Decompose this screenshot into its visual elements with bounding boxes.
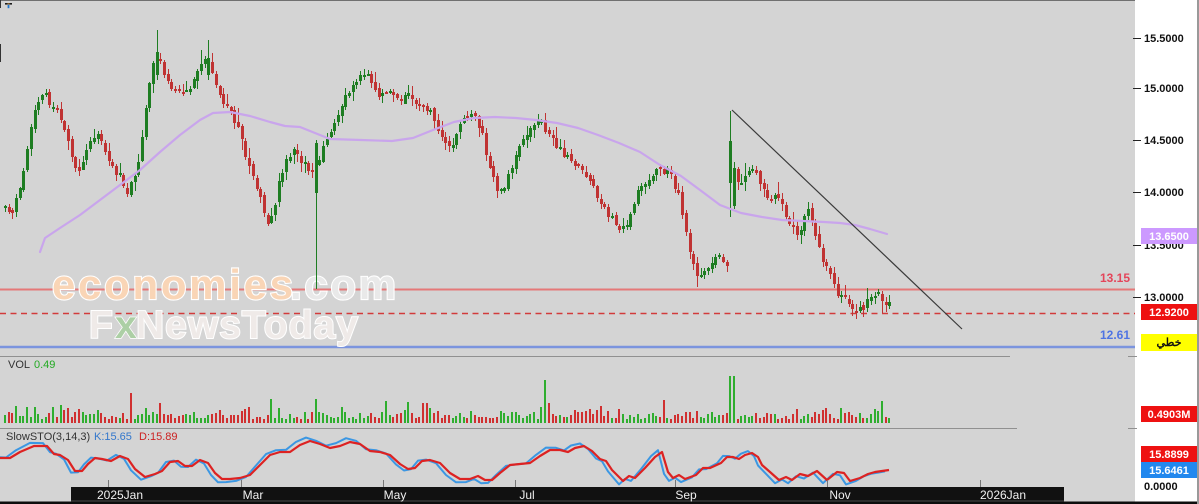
svg-text:K:15.65: K:15.65 — [94, 431, 132, 443]
svg-text:SlowSTO(3,14,3): SlowSTO(3,14,3) — [6, 431, 90, 443]
svg-text:economies: economies — [52, 261, 296, 308]
svg-text:0.0000: 0.0000 — [1144, 481, 1178, 493]
svg-text:Mar: Mar — [243, 488, 264, 502]
svg-text:D:15.89: D:15.89 — [139, 431, 178, 443]
svg-text:14.5000: 14.5000 — [1144, 135, 1184, 147]
svg-text:F: F — [89, 304, 114, 347]
svg-text:14.0000: 14.0000 — [1144, 187, 1184, 199]
svg-text:13.6500: 13.6500 — [1149, 231, 1189, 243]
svg-text:13.0000: 13.0000 — [1144, 292, 1184, 304]
svg-text:12.9200: 12.9200 — [1149, 307, 1189, 319]
svg-text:2026Jan: 2026Jan — [980, 488, 1026, 502]
svg-text:13.15: 13.15 — [1100, 271, 1130, 285]
svg-text:0.49: 0.49 — [34, 359, 55, 371]
svg-text:15.5000: 15.5000 — [1144, 33, 1184, 45]
svg-text:VOL: VOL — [8, 359, 30, 371]
svg-text:Sep: Sep — [675, 488, 697, 502]
svg-text:NewsToday: NewsToday — [136, 304, 359, 347]
svg-text:.com: .com — [290, 261, 399, 308]
svg-text:2025Jan: 2025Jan — [97, 488, 143, 502]
svg-text:15.6461: 15.6461 — [1149, 465, 1189, 477]
svg-text:خطي: خطي — [1157, 337, 1182, 350]
svg-text:Jul: Jul — [519, 488, 534, 502]
svg-text:May: May — [384, 488, 407, 502]
svg-text:x: x — [115, 304, 137, 347]
svg-text:0.4903M: 0.4903M — [1148, 409, 1191, 421]
svg-text:12.61: 12.61 — [1100, 328, 1130, 342]
svg-text:15.0000: 15.0000 — [1144, 83, 1184, 95]
svg-text:15.8899: 15.8899 — [1149, 449, 1189, 461]
svg-text:Nov: Nov — [829, 488, 850, 502]
